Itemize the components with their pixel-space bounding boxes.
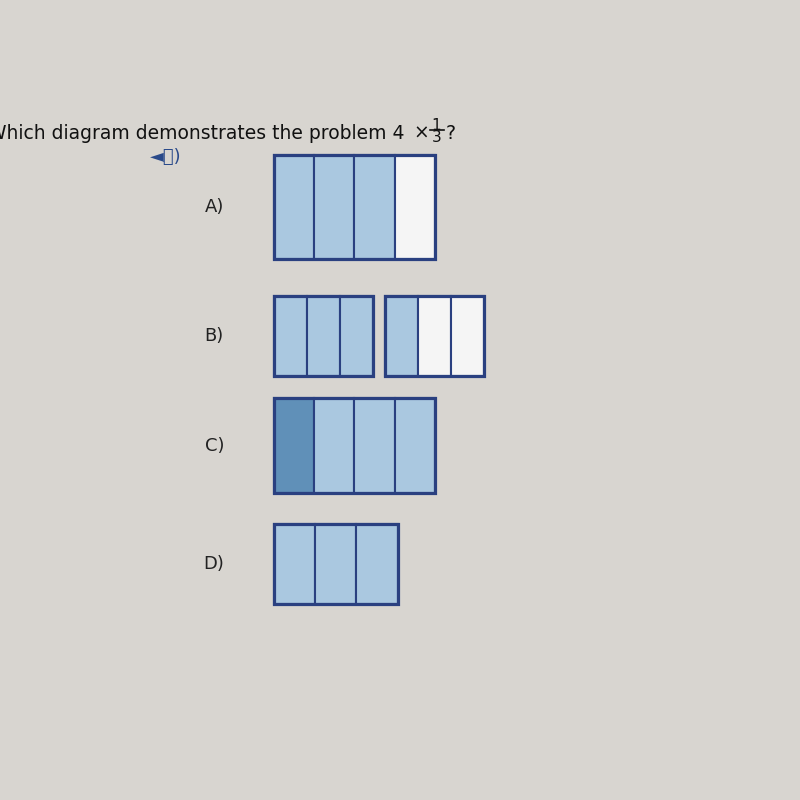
Text: D): D) [203, 555, 224, 573]
Bar [274, 154, 314, 259]
Bar [386, 296, 418, 376]
Bar [354, 398, 394, 494]
Bar [274, 398, 314, 494]
Bar [314, 398, 354, 494]
Bar [451, 296, 485, 376]
Bar [394, 398, 435, 494]
Bar [394, 154, 435, 259]
Text: 1: 1 [432, 118, 442, 133]
Bar [386, 296, 485, 376]
Bar [354, 154, 394, 259]
Text: ?: ? [446, 124, 456, 142]
Bar [340, 296, 373, 376]
Bar [274, 524, 398, 604]
Text: C): C) [205, 437, 224, 455]
Bar [306, 296, 340, 376]
Bar [274, 296, 306, 376]
Bar [418, 296, 451, 376]
Text: B): B) [205, 327, 224, 346]
Bar [274, 524, 315, 604]
Bar [274, 154, 435, 259]
Bar [314, 154, 354, 259]
Text: ×: × [413, 124, 429, 142]
Text: Which diagram demonstrates the problem 4: Which diagram demonstrates the problem 4 [0, 124, 410, 142]
Bar [315, 524, 356, 604]
Text: A): A) [205, 198, 224, 216]
Bar [274, 398, 435, 494]
Bar [356, 524, 398, 604]
Text: 3: 3 [432, 130, 442, 146]
Bar [274, 296, 373, 376]
Text: ◄⧗): ◄⧗) [150, 148, 182, 166]
